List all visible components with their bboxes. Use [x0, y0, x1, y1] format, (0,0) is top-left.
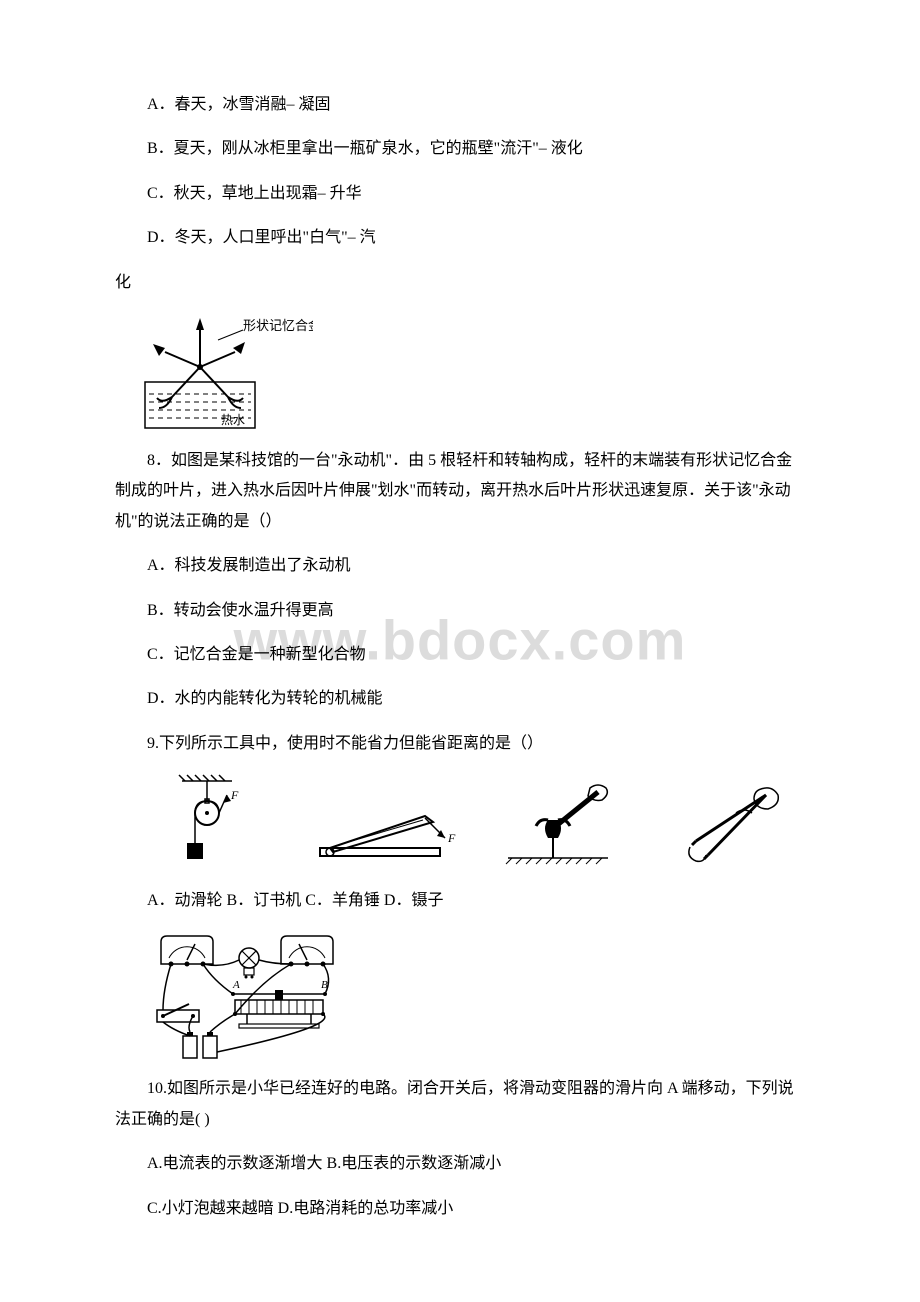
- q9-stem: 9.下列所示工具中，使用时不能省力但能省距离的是（）: [115, 729, 805, 759]
- svg-text:F: F: [230, 788, 239, 802]
- q9-figures-row: F F: [143, 773, 805, 868]
- fig8-label2: 热水: [221, 413, 245, 427]
- q8-stem: 8．如图是某科技馆的一台"永动机"．由 5 根轻杆和转轴构成，轻杆的末端装有形状…: [115, 446, 805, 537]
- q7-option-c: C．秋天，草地上出现霜– 升华: [115, 179, 805, 209]
- q7-option-d: D．冬天，人口里呼出"白气"– 汽: [115, 223, 805, 253]
- q9-fig-c: [479, 778, 637, 868]
- svg-text:A: A: [232, 979, 240, 991]
- q7-option-d-cont: 化: [115, 268, 805, 298]
- q8-option-b: B．转动会使水温升得更高: [115, 596, 805, 626]
- q9-fig-a: F: [143, 773, 301, 868]
- svg-text:F: F: [447, 831, 456, 845]
- figure-memory-alloy: 形状记忆合金 热水: [143, 312, 805, 432]
- q7-option-a: A．春天，冰雪消融– 凝固: [115, 90, 805, 120]
- q8-option-a: A．科技发展制造出了永动机: [115, 551, 805, 581]
- q10-options-cd: C.小灯泡越来越暗 D.电路消耗的总功率减小: [115, 1194, 805, 1224]
- q9-fig-d: [647, 783, 805, 868]
- page-content: A．春天，冰雪消融– 凝固 B．夏天，刚从冰柜里拿出一瓶矿泉水，它的瓶壁"流汗"…: [115, 90, 805, 1224]
- q9-fig-b: F: [311, 798, 469, 868]
- q10-stem: 10.如图所示是小华已经连好的电路。闭合开关后，将滑动变阻器的滑片向 A 端移动…: [115, 1074, 805, 1135]
- fig8-label1: 形状记忆合金: [243, 318, 313, 333]
- figure-circuit: A B: [143, 930, 805, 1060]
- q8-option-d: D．水的内能转化为转轮的机械能: [115, 684, 805, 714]
- q9-options: A．动滑轮 B．订书机 C．羊角锤 D．镊子: [115, 886, 805, 916]
- q8-option-c: C．记忆合金是一种新型化合物: [115, 640, 805, 670]
- q7-option-b: B．夏天，刚从冰柜里拿出一瓶矿泉水，它的瓶壁"流汗"– 液化: [115, 134, 805, 164]
- q10-options-ab: A.电流表的示数逐渐增大 B.电压表的示数逐渐减小: [115, 1149, 805, 1179]
